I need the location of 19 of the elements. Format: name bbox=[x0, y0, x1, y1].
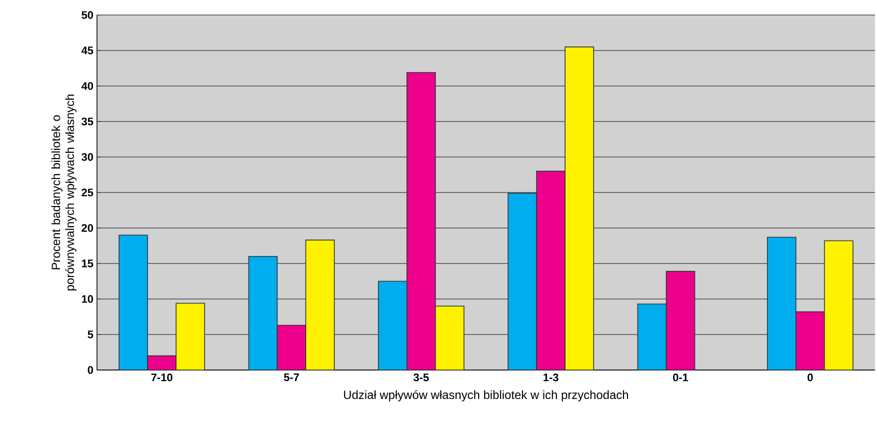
y-tick-label: 30 bbox=[82, 153, 94, 161]
y-tick-label: 5 bbox=[88, 330, 94, 338]
y-tick-label: 15 bbox=[82, 260, 94, 268]
y-axis-title: Procent badanych bibliotek o porównywalnych wpływach własnych bbox=[51, 94, 76, 290]
y-tick-label: 10 bbox=[82, 295, 94, 303]
x-tick-label: 0 bbox=[808, 374, 813, 382]
x-tick-label: 0-1 bbox=[673, 374, 688, 382]
y-tick-label: 0 bbox=[88, 366, 94, 374]
y-tick-label: 50 bbox=[82, 11, 94, 19]
y-tick-label: 20 bbox=[82, 224, 94, 232]
y-tick-label: 40 bbox=[81, 82, 94, 90]
y-tick-label: 35 bbox=[82, 118, 94, 126]
y-tick-label: 25 bbox=[82, 188, 94, 196]
x-tick-label: 3-5 bbox=[414, 374, 429, 382]
x-tick-label: 1-3 bbox=[544, 374, 558, 382]
x-tick-label: 7-10 bbox=[151, 374, 172, 382]
x-axis-title: Udział wpływów własnych bibliotek w ich przychodach bbox=[344, 390, 628, 402]
y-tick-label: 45 bbox=[81, 46, 94, 54]
x-tick-label: 5-7 bbox=[284, 374, 299, 382]
